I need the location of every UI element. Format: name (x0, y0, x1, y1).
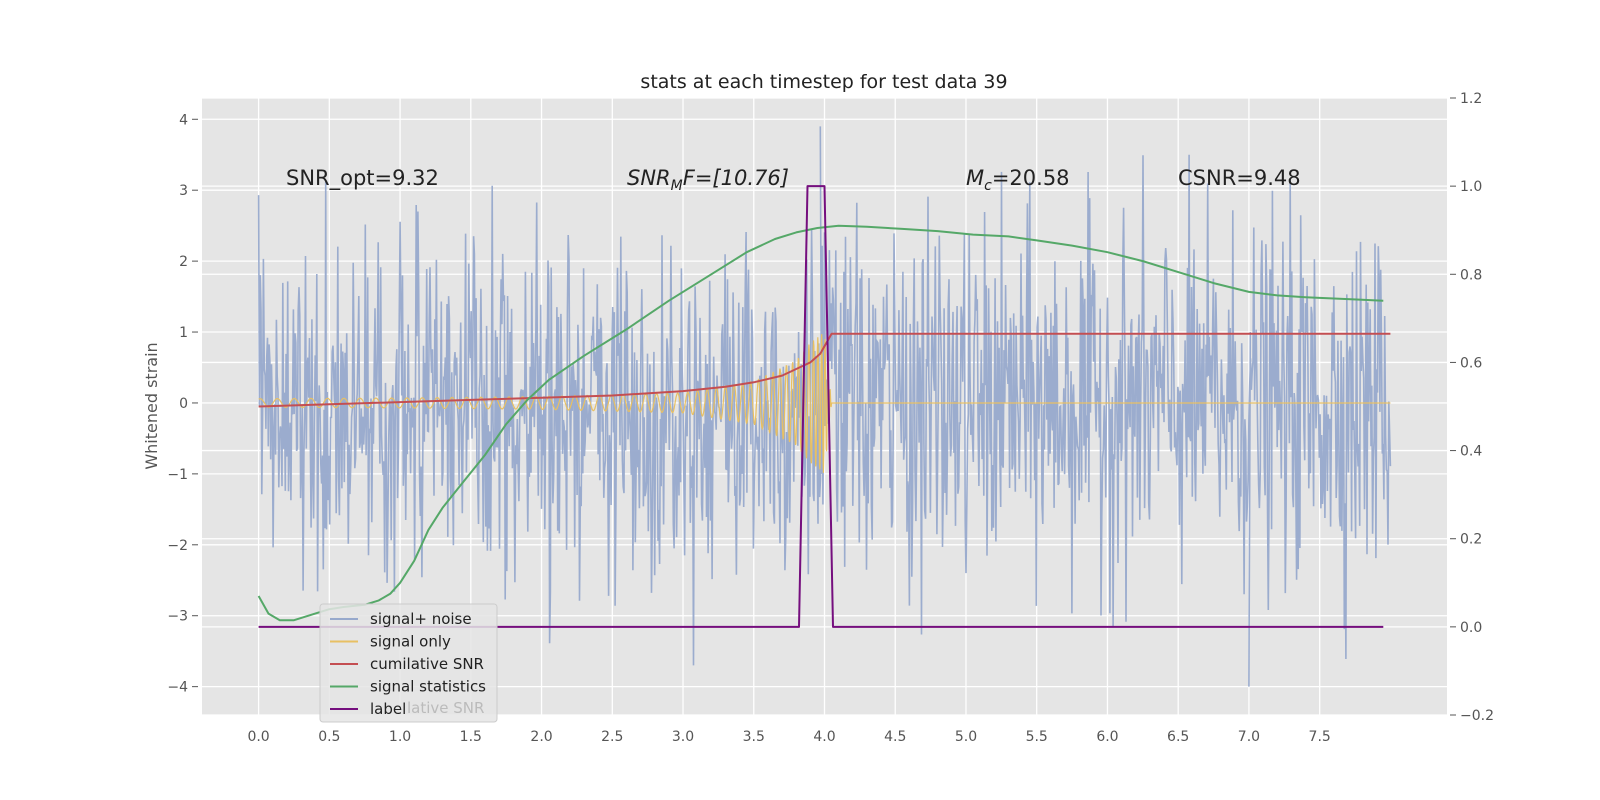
y2-tick-label: 1.2 (1460, 91, 1482, 107)
signal-only-series (258, 334, 1391, 473)
legend-label: signal only (370, 633, 451, 651)
y2-tick-label: 0.2 (1460, 532, 1482, 548)
annotation-mc: Mc=20.58 (966, 166, 1070, 194)
x-tick-label: 0.5 (318, 729, 340, 745)
y-tick-label: −3 (167, 609, 188, 625)
y-tick-label: −2 (167, 538, 188, 554)
x-tick-label: 2.5 (601, 729, 623, 745)
y-tick-label: 4 (179, 112, 188, 128)
y2-tick-label: 0.6 (1460, 355, 1482, 371)
x-tick-label: 7.5 (1309, 729, 1331, 745)
y-tick-label: 3 (179, 183, 188, 199)
x-tick-label: 6.0 (1096, 729, 1118, 745)
cumulative-snr-line (258, 332, 1391, 408)
annotation-snr-mf: SNRMF=[10.76] (627, 166, 789, 194)
signal-only-line (258, 334, 1391, 473)
chart-title: stats at each timestep for test data 39 (640, 71, 1007, 93)
x-tick-label: 3.5 (743, 729, 765, 745)
annotation-mc-main: M (966, 166, 984, 190)
line-series-layer (257, 185, 1391, 628)
annotation-mc-sub: c (984, 178, 992, 194)
x-tick-label: 5.0 (955, 729, 977, 745)
legend-ghost-text: lative SNR (407, 699, 484, 717)
annotation-snr-mf-sub: M (671, 178, 683, 194)
legend-label: cumilative SNR (370, 655, 484, 673)
x-tick-label: 5.5 (1026, 729, 1048, 745)
legend-label: label (370, 700, 406, 718)
tick-labels-layer: 0.0 0.5 1.0 1.5 2.0 2.5 3.0 3.5 4.0 4.5 5.0 5.5 6.0 6… (167, 91, 1494, 745)
legend-items: signal+ noise signal only cumilative SNR si… (330, 610, 486, 718)
x-tick-label: 4.0 (813, 729, 835, 745)
legend-box (319, 603, 498, 723)
x-tick-label: 6.5 (1167, 729, 1189, 745)
y-tick-label: 1 (179, 325, 188, 341)
y-axis-label: Whitened strain (142, 342, 161, 469)
annotation-snr-mf-f: F=[10.76] (683, 166, 789, 190)
annotation-csnr: CSNR=9.48 (1178, 166, 1301, 190)
x-tick-label: 0.0 (247, 729, 269, 745)
y-tick-label: 0 (179, 396, 188, 412)
signal-statistics-line (257, 224, 1384, 622)
legend: lative SNR signal+ noise signal only cumil… (319, 603, 498, 723)
y2-tick-label: 1.0 (1460, 179, 1482, 195)
y-tick-label: 2 (179, 254, 188, 270)
x-tick-label: 3.0 (672, 729, 694, 745)
x-tick-label: 1.0 (389, 729, 411, 745)
y-tick-label: −1 (167, 467, 188, 483)
y2-tick-label: 0.4 (1460, 444, 1482, 460)
x-tick-label: 7.0 (1238, 729, 1260, 745)
y2-tick-label: 0.8 (1460, 267, 1482, 283)
y2-tick-label: −0.2 (1460, 708, 1494, 724)
legend-label: signal statistics (370, 678, 486, 696)
annotation-snr-opt: SNR_opt=9.32 (286, 166, 439, 191)
label-line (258, 185, 1384, 628)
legend-label: signal+ noise (370, 610, 472, 628)
y-tick-label: −4 (167, 680, 188, 696)
x-tick-label: 2.0 (530, 729, 552, 745)
y2-tick-label: 0.0 (1460, 620, 1482, 636)
x-tick-label: 4.5 (884, 729, 906, 745)
annotation-snr-mf-main: SNR (627, 166, 671, 190)
x-tick-label: 1.5 (460, 729, 482, 745)
annotation-mc-value: =20.58 (992, 166, 1070, 190)
